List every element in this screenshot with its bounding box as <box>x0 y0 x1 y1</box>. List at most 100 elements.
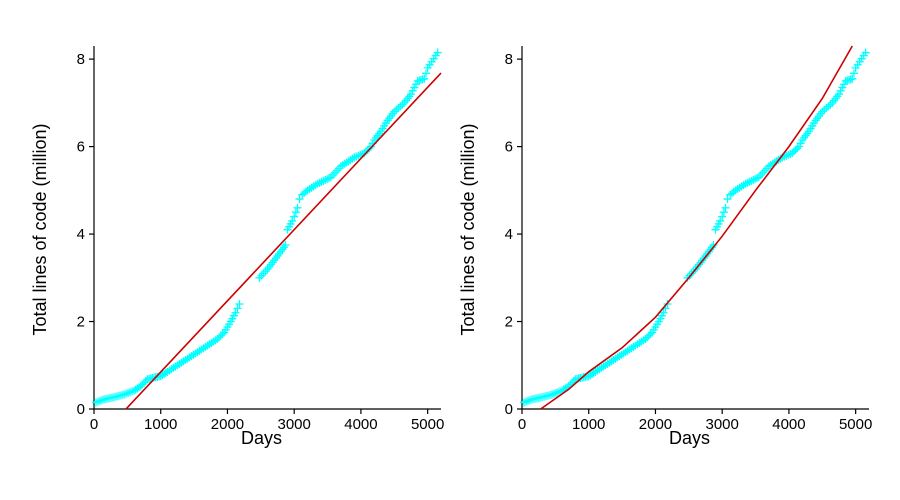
data-point <box>609 356 618 365</box>
data-point <box>398 100 407 109</box>
x-tick-label: 4000 <box>344 416 377 433</box>
data-point <box>718 212 727 221</box>
data-point <box>526 396 535 405</box>
data-point <box>556 387 565 396</box>
data-point <box>128 387 137 396</box>
data-point <box>627 344 636 353</box>
y-tick-label: 4 <box>77 226 85 243</box>
x-tick-label: 5000 <box>411 416 444 433</box>
data-point <box>421 69 430 78</box>
data-point <box>420 74 429 83</box>
y-tick-label: 6 <box>505 139 513 156</box>
data-point <box>136 382 145 391</box>
data-point <box>751 175 760 184</box>
data-point <box>205 340 214 349</box>
data-point <box>175 359 184 368</box>
data-point <box>524 396 533 405</box>
data-point <box>290 212 299 221</box>
chart-panel-right: 0 1000 2000 3000 4000 5000 0 2 4 6 8 Days Total line… <box>458 45 872 448</box>
x-tick-label: 2000 <box>639 416 672 433</box>
data-point <box>822 104 831 113</box>
data-point <box>187 352 196 361</box>
data-point <box>548 390 557 399</box>
data-point <box>354 151 363 160</box>
data-point <box>92 398 101 407</box>
data-point <box>617 350 626 359</box>
data-point <box>207 338 216 347</box>
data-point <box>633 340 642 349</box>
x-tick-label: 3000 <box>706 416 739 433</box>
data-point <box>124 388 133 397</box>
data-point <box>96 396 105 405</box>
data-point <box>171 362 180 371</box>
data-point <box>197 345 206 354</box>
data-point <box>179 357 188 366</box>
data-point <box>167 365 176 374</box>
data-point <box>303 186 312 195</box>
data-point <box>323 175 332 184</box>
x-tick-label: 3000 <box>278 416 311 433</box>
data-point <box>552 388 561 397</box>
data-point <box>122 389 131 398</box>
data-point <box>317 177 326 186</box>
data-point <box>784 150 793 159</box>
fit-line <box>125 72 442 410</box>
data-point <box>749 176 758 185</box>
data-point <box>293 203 302 212</box>
data-point <box>719 208 728 217</box>
data-point <box>191 349 200 358</box>
data-point <box>350 153 359 162</box>
data-point <box>635 338 644 347</box>
data-point <box>591 367 600 376</box>
y-axis-title: Total lines of code (million) <box>30 123 50 335</box>
y-tick-label: 0 <box>505 401 513 418</box>
data-point <box>120 390 129 399</box>
data-point <box>554 388 563 397</box>
data-point <box>597 363 606 372</box>
data-point <box>181 356 190 365</box>
data-point <box>163 367 172 376</box>
data-point <box>621 348 630 357</box>
data-point <box>607 357 616 366</box>
data-point <box>522 397 531 406</box>
data-point <box>646 330 655 339</box>
data-point <box>593 366 602 375</box>
data-point <box>743 178 752 187</box>
data-point <box>126 388 135 397</box>
data-point <box>183 354 192 363</box>
y-tick-label: 4 <box>505 226 513 243</box>
data-point <box>741 179 750 188</box>
data-point <box>625 345 634 354</box>
data-point <box>305 185 314 194</box>
data-point <box>721 203 730 212</box>
data-point <box>209 337 218 346</box>
data-point <box>747 176 756 185</box>
data-point <box>173 361 182 370</box>
data-point <box>861 48 870 57</box>
data-point <box>848 74 857 83</box>
data-point <box>433 48 442 57</box>
fit-line <box>540 45 853 410</box>
data-point <box>319 176 328 185</box>
data-point <box>201 342 210 351</box>
data-point <box>818 107 827 116</box>
data-point <box>390 107 399 116</box>
data-point <box>356 150 365 159</box>
x-axis-title: Days <box>241 428 282 448</box>
data-point <box>826 100 835 109</box>
data-point <box>392 105 401 114</box>
x-axis-title: Days <box>669 428 710 448</box>
data-point <box>140 378 149 387</box>
data-point <box>849 69 858 78</box>
x-tick-label: 0 <box>90 416 98 433</box>
data-point <box>295 195 304 204</box>
data-point <box>731 186 740 195</box>
data-point <box>733 185 742 194</box>
data-point <box>291 208 300 217</box>
y-tick-label: 0 <box>77 401 85 418</box>
data-point <box>745 177 754 186</box>
y-tick-label: 6 <box>77 139 85 156</box>
data-point <box>631 341 640 350</box>
data-point <box>396 102 405 111</box>
